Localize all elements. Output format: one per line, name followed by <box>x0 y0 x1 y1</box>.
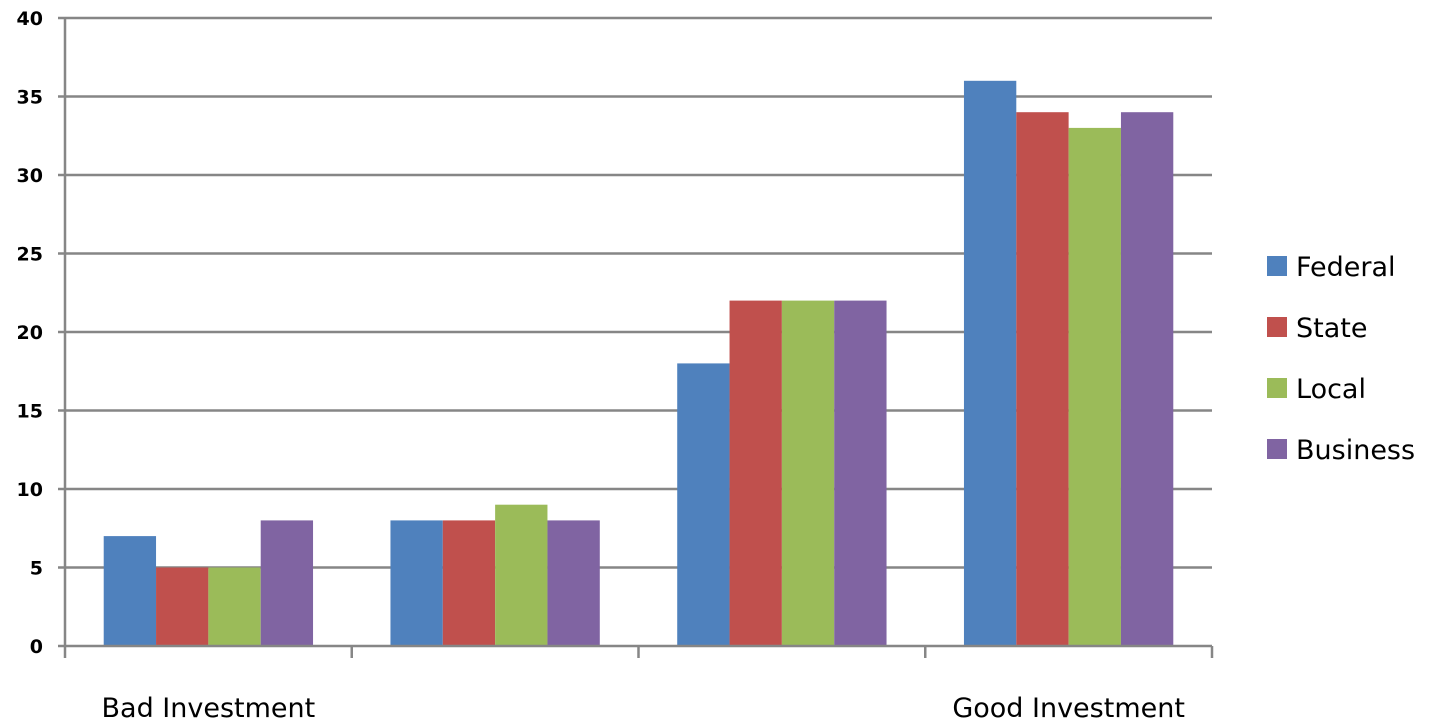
y-tick-label: 10 <box>17 479 43 501</box>
bars <box>103 80 1174 647</box>
legend-label: State <box>1296 313 1367 344</box>
bar-state-2 <box>442 520 496 646</box>
legend-item-business: Business <box>1267 435 1415 466</box>
bar-local-1 <box>208 567 261 646</box>
bar-federal-4 <box>963 80 1017 647</box>
legend-swatch <box>1267 256 1287 276</box>
bar-state-1 <box>156 567 209 646</box>
y-tick-label: 5 <box>30 558 43 580</box>
legend-label: Business <box>1296 435 1415 466</box>
y-tick-label: 35 <box>17 87 43 109</box>
y-tick-label: 15 <box>17 401 43 423</box>
x-category-label: Good Investment <box>952 693 1185 722</box>
bar-state-3 <box>729 300 782 646</box>
x-category-label: Bad Investment <box>102 693 316 722</box>
bar-local-2 <box>495 504 548 646</box>
bar-local-3 <box>781 300 835 646</box>
legend: Federal State Local Business <box>1267 252 1415 466</box>
legend-label: Local <box>1296 374 1366 405</box>
gridlines <box>65 16 1212 569</box>
legend-swatch <box>1267 317 1287 337</box>
bar-business-1 <box>260 520 314 646</box>
x-axis-labels: Bad Investment Good Investment <box>102 693 1185 722</box>
legend-label: Federal <box>1296 252 1396 283</box>
bar-business-3 <box>834 300 887 646</box>
bar-business-2 <box>547 520 600 646</box>
y-tick-label: 30 <box>17 165 43 187</box>
bar-local-4 <box>1068 127 1121 646</box>
bar-federal-3 <box>677 363 730 646</box>
bar-federal-1 <box>103 536 157 646</box>
legend-item-local: Local <box>1267 374 1366 405</box>
bar-federal-2 <box>390 520 443 646</box>
y-tick-label: 20 <box>17 322 43 344</box>
legend-swatch <box>1267 378 1287 398</box>
legend-swatch <box>1267 439 1287 459</box>
y-tick-label: 25 <box>17 244 43 266</box>
bar-business-4 <box>1120 112 1174 646</box>
legend-item-state: State <box>1267 313 1367 344</box>
y-tick-label: 40 <box>17 8 43 30</box>
bar-state-4 <box>1016 112 1069 646</box>
y-axis-ticks: 0 5 10 15 20 25 30 35 40 <box>17 8 65 658</box>
legend-item-federal: Federal <box>1267 252 1396 283</box>
y-tick-label: 0 <box>30 636 43 658</box>
